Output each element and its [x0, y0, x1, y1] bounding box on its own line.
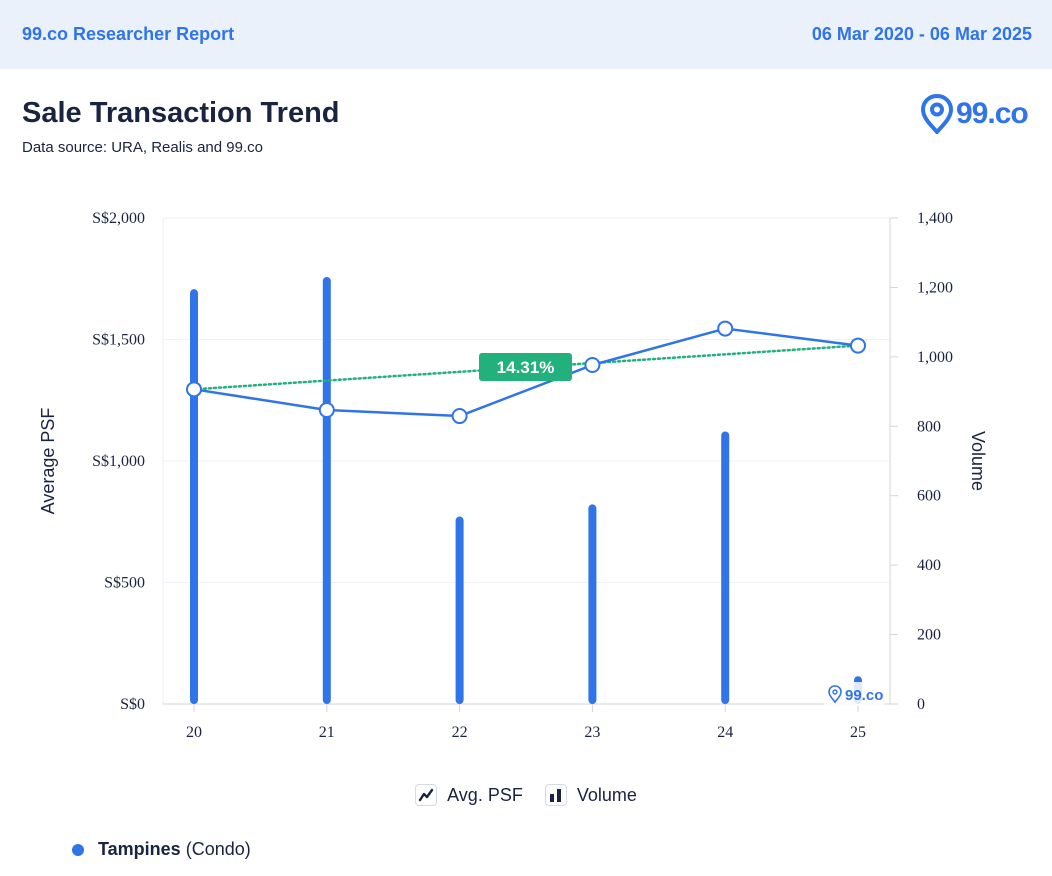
watermark-pin-icon — [828, 685, 842, 704]
y2-tick-label: 400 — [917, 557, 941, 574]
avg-psf-point — [318, 401, 335, 418]
bar-chart-icon — [544, 784, 567, 806]
avg-psf-point — [584, 357, 601, 374]
trend-badge-label: 14.31% — [497, 358, 555, 377]
x-tick-label: 25 — [850, 724, 866, 741]
y-tick-label: S$0 — [120, 696, 145, 713]
report-header-bar: 99.co Researcher Report 06 Mar 2020 - 06… — [0, 0, 1052, 69]
y-tick-label: S$500 — [104, 575, 145, 592]
chart-legend: Avg. PSF Volume — [0, 784, 1052, 806]
series-name: Tampines — [98, 839, 181, 859]
y2-tick-label: 1,000 — [917, 349, 953, 366]
watermark-pin-dot — [832, 689, 838, 695]
trend-badge — [479, 353, 572, 381]
x-tick-label: 23 — [584, 724, 600, 741]
y-tick-label: S$2,000 — [92, 210, 145, 227]
data-source-note: Data source: URA, Realis and 99.co — [22, 139, 263, 156]
volume-bar — [322, 277, 331, 704]
y2-axis-title: Volume — [968, 431, 988, 491]
avg-psf-point — [717, 320, 734, 337]
legend-label-avg-psf: Avg. PSF — [447, 784, 523, 805]
avg-psf-point — [186, 381, 202, 398]
y-axis-title: Average PSF — [38, 408, 58, 515]
y2-tick-label: 200 — [917, 627, 941, 644]
x-tick-label: 24 — [717, 724, 733, 741]
logo-text: 99.co — [956, 97, 1029, 130]
legend-label-volume: Volume — [576, 784, 637, 805]
volume-bar — [588, 504, 597, 704]
volume-bar — [721, 431, 730, 704]
y-tick-label: S$1,000 — [92, 453, 145, 470]
avg-psf-point — [451, 408, 468, 425]
avg-psf-point — [850, 337, 866, 354]
location-pin-icon — [920, 94, 954, 134]
line-chart-icon — [415, 784, 438, 806]
avg-psf-line — [193, 327, 859, 418]
series-type: (Condo) — [185, 839, 251, 859]
series-footer: Tampines (Condo) — [72, 839, 251, 860]
legend-item-volume[interactable]: Volume — [544, 784, 637, 806]
series-color-dot — [72, 843, 84, 856]
brand-logo: 99.co — [920, 94, 1029, 134]
x-tick-label: 22 — [452, 724, 468, 741]
y2-tick-label: 800 — [917, 418, 941, 435]
y2-tick-label: 600 — [917, 488, 941, 505]
volume-bar — [455, 516, 464, 704]
y2-tick-label: 1,200 — [917, 279, 953, 296]
sale-transaction-chart: S$0 S$500 S$1,000 S$1,500 S$2,000 0 200 400 600 8… — [38, 210, 988, 741]
watermark-text: 99.co — [845, 687, 883, 704]
x-tick-label: 21 — [319, 724, 335, 741]
report-title: 99.co Researcher Report — [22, 24, 235, 44]
y2-tick-label: 0 — [917, 696, 925, 713]
legend-item-avg-psf[interactable]: Avg. PSF — [415, 784, 523, 806]
volume-bar — [190, 289, 198, 704]
y-tick-label: S$1,500 — [92, 332, 145, 349]
page-title: Sale Transaction Trend — [22, 97, 340, 129]
x-tick-label: 20 — [186, 724, 202, 741]
date-range: 06 Mar 2020 - 06 Mar 2025 — [811, 24, 1032, 44]
y2-tick-label: 1,400 — [917, 210, 953, 227]
